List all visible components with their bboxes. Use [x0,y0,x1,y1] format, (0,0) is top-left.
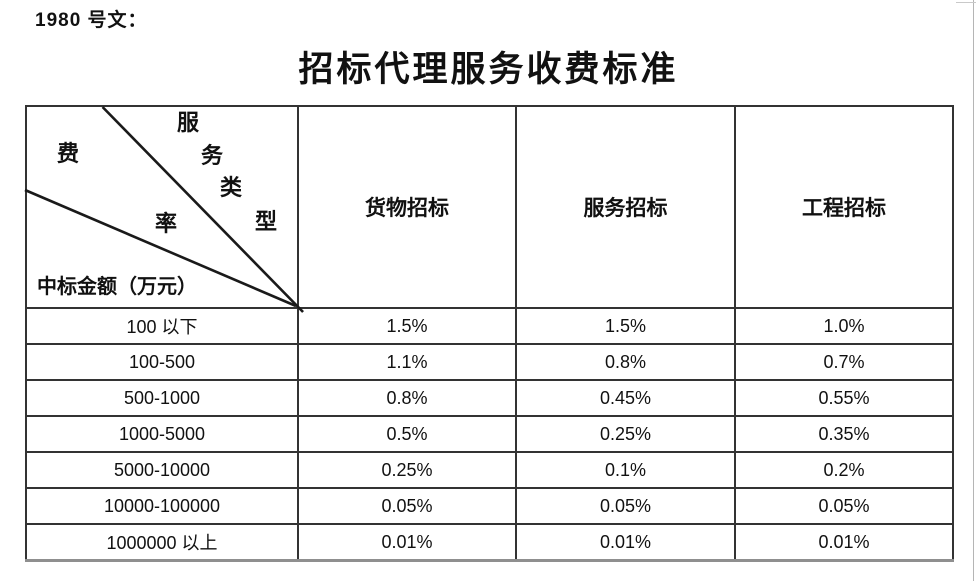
table-row: 100 以下 1.5% 1.5% 1.0% [25,307,954,345]
rate-cell: 0.2% [734,451,954,489]
rate-cell: 1.5% [297,307,517,345]
column-header-service: 服务招标 [515,105,736,309]
corner-label-type-char: 服 [177,110,200,135]
corner-label-type-char: 类 [220,175,243,200]
rate-cell: 0.25% [515,415,736,453]
column-header-works: 工程招标 [734,105,954,309]
table-row: 10000-100000 0.05% 0.05% 0.05% [25,487,954,525]
rate-cell: 0.01% [515,523,736,562]
amount-cell: 500-1000 [25,379,299,417]
table-row: 100-500 1.1% 0.8% 0.7% [25,343,954,381]
corner-label-type-char: 型 [255,209,278,234]
amount-cell: 5000-10000 [25,451,299,489]
table-row: 1000-5000 0.5% 0.25% 0.35% [25,415,954,453]
rate-cell: 1.0% [734,307,954,345]
rate-cell: 0.05% [297,487,517,525]
diagonal-lines-graphic [24,106,304,313]
page-title: 招标代理服务收费标准 [298,50,679,89]
column-header-goods: 货物招标 [297,105,517,309]
page-top-edge-line [956,2,976,3]
corner-label-type-char: 务 [201,143,224,168]
corner-label-amount: 中标金额（万元） [37,276,197,298]
diagonal-header-cell: 费 率 服 务 类 型 中标金额（万元） [24,105,304,313]
rate-cell: 0.5% [297,415,517,453]
rate-cell: 0.35% [734,415,954,453]
header-row: 费 率 服 务 类 型 中标金额（万元） 货物招标 服务招标 工程招标 [24,105,954,313]
table-row: 5000-10000 0.25% 0.1% 0.2% [25,451,954,489]
rate-cell: 0.55% [734,379,954,417]
amount-cell: 100-500 [25,343,299,381]
amount-cell: 100 以下 [25,307,299,345]
rate-cell: 0.25% [297,451,517,489]
amount-cell: 1000-5000 [25,415,299,453]
rate-cell: 0.05% [515,487,736,525]
amount-cell: 10000-100000 [25,487,299,525]
rate-cell: 0.45% [515,379,736,417]
table-row: 500-1000 0.8% 0.45% 0.55% [25,379,954,417]
rate-cell: 0.01% [734,523,954,562]
rate-cell: 0.1% [515,451,736,489]
rate-cell: 0.7% [734,343,954,381]
page-right-edge-line [973,0,974,581]
amount-cell: 1000000 以上 [25,523,299,562]
rate-cell: 0.8% [515,343,736,381]
rate-cell: 0.05% [734,487,954,525]
corner-label-fee-char: 费 [57,141,80,166]
rate-cell: 1.1% [297,343,517,381]
rate-cell: 0.8% [297,379,517,417]
rate-cell: 1.5% [515,307,736,345]
doc-number: 1980 号文： [35,10,148,31]
corner-label-fee-char: 率 [155,211,178,236]
table-row: 1000000 以上 0.01% 0.01% 0.01% [25,523,954,562]
rate-cell: 0.01% [297,523,517,562]
fee-table: 费 率 服 务 类 型 中标金额（万元） 货物招标 服务招标 工程招标 100 … [24,105,954,562]
